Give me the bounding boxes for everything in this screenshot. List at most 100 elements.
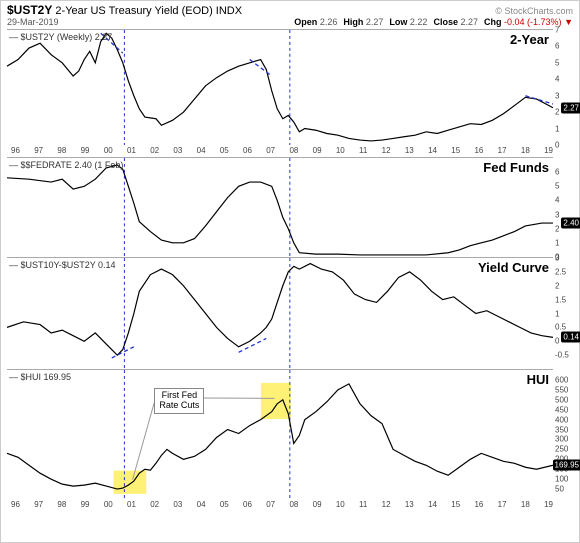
x-tick: 10: [336, 146, 345, 155]
y-tick: 350: [555, 425, 568, 434]
series-line: [7, 30, 553, 145]
attribution: © StockCharts.com: [495, 6, 573, 16]
y-tick: 1: [555, 309, 559, 318]
x-tick: 02: [150, 146, 159, 155]
y-tick: 4: [555, 75, 559, 84]
x-tick: 07: [266, 146, 275, 155]
panel-series-label: — $UST2Y (Weekly) 2.27: [9, 32, 112, 42]
annotation-callout: First FedRate Cuts: [154, 388, 204, 414]
chart-date: 29-Mar-2019: [7, 17, 59, 27]
x-tick: 14: [428, 146, 437, 155]
y-tick: 400: [555, 415, 568, 424]
ticker-description: 2-Year US Treasury Yield (EOD) INDX: [55, 5, 242, 17]
x-tick: 12: [382, 500, 391, 509]
y-tick: 550: [555, 385, 568, 394]
x-tick: 00: [104, 500, 113, 509]
y-tick: 50: [555, 485, 564, 494]
last-value-badge: 169.95: [553, 460, 580, 471]
panel-series-label: — $UST10Y-$UST2Y 0.14: [9, 260, 116, 270]
last-value-badge: 2.27: [561, 102, 580, 113]
y-tick: 2: [555, 224, 559, 233]
x-tick: 97: [34, 500, 43, 509]
y-tick: 600: [555, 375, 568, 384]
x-tick: 02: [150, 500, 159, 509]
y-tick: 3: [555, 91, 559, 100]
x-tick: 07: [266, 500, 275, 509]
x-tick: 16: [474, 500, 483, 509]
x-tick: 16: [474, 146, 483, 155]
panel-series-label: — $HUI 169.95: [9, 372, 71, 382]
y-tick: -0.5: [555, 351, 569, 360]
y-axis: -0.500.511.522.53: [555, 258, 577, 369]
chart-panels: — $UST2Y (Weekly) 2.272-Year012345672.27…: [1, 29, 579, 511]
ticker-symbol: $UST2Y: [7, 3, 52, 17]
x-tick: 08: [289, 146, 298, 155]
series-line: [7, 258, 553, 369]
y-tick: 500: [555, 395, 568, 404]
x-tick: 17: [498, 146, 507, 155]
y-tick: 0: [555, 337, 559, 346]
x-tick: 96: [11, 146, 20, 155]
y-tick: 6: [555, 168, 559, 177]
y-axis: 50100150200250300350400450500550600: [555, 370, 577, 499]
y-tick: 1: [555, 124, 559, 133]
y-tick: 2.5: [555, 267, 566, 276]
y-axis: 01234567: [555, 30, 577, 145]
y-tick: 5: [555, 58, 559, 67]
x-axis: 9697989900010203040506070809101112131415…: [1, 145, 579, 157]
x-tick: 13: [405, 500, 414, 509]
y-tick: 5: [555, 182, 559, 191]
y-tick: 0: [555, 141, 559, 150]
x-tick: 12: [382, 146, 391, 155]
y-axis: 0123456: [555, 158, 577, 257]
x-tick: 04: [197, 146, 206, 155]
x-tick: 98: [57, 146, 66, 155]
trendline: [525, 96, 553, 104]
x-tick: 99: [81, 146, 90, 155]
y-tick: 7: [555, 26, 559, 35]
last-value-badge: 0.14: [561, 332, 580, 343]
y-tick: 250: [555, 445, 568, 454]
x-tick: 15: [451, 500, 460, 509]
y-tick: 0.5: [555, 323, 566, 332]
x-tick: 17: [498, 500, 507, 509]
x-tick: 18: [521, 146, 530, 155]
x-tick: 98: [57, 500, 66, 509]
last-value-badge: 2.40: [561, 218, 580, 229]
chart-panel-p3: — $UST10Y-$UST2Y 0.14Yield Curve-0.500.5…: [7, 257, 553, 369]
y-tick: 450: [555, 405, 568, 414]
highlight-rect: [114, 471, 147, 494]
panel-series-label: — $$FEDRATE 2.40 (1 Feb): [9, 160, 123, 170]
x-tick: 04: [197, 500, 206, 509]
series-line: [7, 370, 553, 499]
y-tick: 100: [555, 475, 568, 484]
panel-title: Yield Curve: [478, 260, 549, 275]
y-tick: 3: [555, 210, 559, 219]
ohlc-block: Open 2.26 High 2.27 Low 2.22 Close 2.27 …: [294, 17, 573, 27]
x-tick: 19: [544, 500, 553, 509]
x-tick: 03: [173, 500, 182, 509]
x-tick: 05: [220, 146, 229, 155]
x-tick: 01: [127, 500, 136, 509]
x-tick: 01: [127, 146, 136, 155]
x-tick: 97: [34, 146, 43, 155]
y-tick: 1: [555, 238, 559, 247]
x-tick: 13: [405, 146, 414, 155]
x-tick: 09: [313, 146, 322, 155]
x-tick: 14: [428, 500, 437, 509]
x-tick: 11: [359, 500, 367, 509]
panel-title: HUI: [527, 372, 549, 387]
x-tick: 96: [11, 500, 20, 509]
x-tick: 19: [544, 146, 553, 155]
highlight-rect: [261, 383, 291, 419]
y-tick: 2: [555, 281, 559, 290]
y-tick: 6: [555, 42, 559, 51]
ticker-block: $UST2Y 2-Year US Treasury Yield (EOD) IN…: [7, 3, 242, 17]
x-tick: 03: [173, 146, 182, 155]
x-tick: 05: [220, 500, 229, 509]
x-tick: 15: [451, 146, 460, 155]
series-line: [7, 158, 553, 257]
chart-subheader: 29-Mar-2019 Open 2.26 High 2.27 Low 2.22…: [1, 17, 579, 29]
chg-value: -0.04 (-1.73%): [504, 17, 562, 27]
y-tick: 300: [555, 435, 568, 444]
